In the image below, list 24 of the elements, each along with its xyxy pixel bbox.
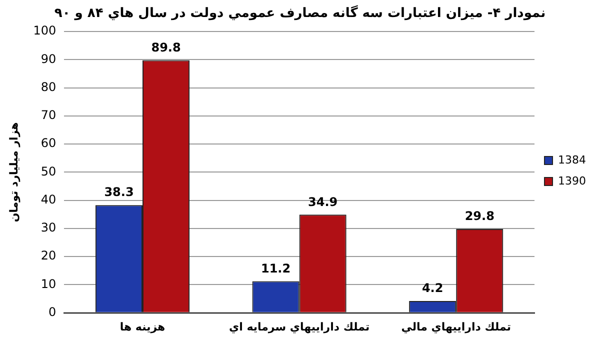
y-tick-label: 30 [40,220,56,235]
data-label: 11.2 [260,261,291,276]
y-tick-label: 10 [40,276,56,291]
x-tick-label: تملك داراييهاي مالي [401,320,511,334]
y-tick-label: 80 [40,80,56,94]
y-tick-label: 100 [33,24,56,38]
legend-label: 1384 [558,153,586,166]
data-label: 4.2 [422,281,444,296]
y-tick-label: 0 [48,304,56,319]
chart-title: نمودار ۴- میزان اعتبارات سه گانه مصارف عمومي دولت در سال هاي ۸۴ و ۹۰ [54,5,546,22]
legend-label: 1390 [558,174,586,188]
y-axis-title: هزار ميليارد تومان [7,122,20,222]
data-label: 29.8 [464,209,494,224]
data-label: 38.3 [104,185,134,200]
y-tick-label: 50 [40,164,56,178]
data-label: 34.9 [308,194,338,209]
y-tick-label: 20 [40,248,56,263]
y-tick-label: 60 [40,136,56,150]
y-tick-label: 40 [40,192,56,206]
data-label: 89.8 [151,40,181,54]
x-tick-label: هزینه ها [120,320,166,334]
y-tick-label: 90 [40,52,56,66]
x-tick-label: تملك داراييهاي سرمايه اي [229,320,370,334]
y-tick-label: 70 [40,108,56,122]
